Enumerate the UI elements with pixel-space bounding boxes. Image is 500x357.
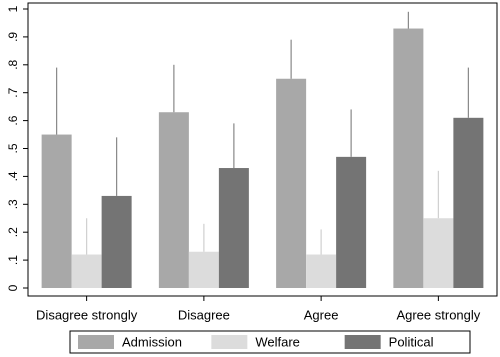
bar [101,195,132,288]
y-tick-label: .7 [6,87,20,97]
bar [423,218,454,288]
x-tick-label: Disagree [178,307,230,322]
x-tick-label: Agree [304,307,339,322]
x-tick-label: Agree strongly [396,307,480,322]
bar [41,134,72,288]
y-tick-label: .2 [6,227,20,237]
x-tick-label: Disagree strongly [36,307,138,322]
y-tick-label: .9 [6,32,20,42]
bar [306,254,337,288]
legend-swatch [344,335,381,349]
legend-label: Political [389,334,434,349]
bar [453,117,484,288]
bar [218,168,249,288]
y-tick-label: 0 [6,284,20,291]
legend-label: Admission [122,334,182,349]
bar [188,251,219,288]
bar [276,78,307,288]
y-tick-label: .4 [6,171,20,181]
legend-swatch [211,335,248,349]
bar [393,28,424,289]
bar [71,254,102,288]
plot-frame [27,2,498,297]
y-tick-label: .6 [6,115,20,125]
y-tick-label: 1 [6,5,20,12]
legend-swatch [78,335,114,349]
legend-label: Welfare [255,334,300,349]
bar [336,156,367,288]
y-tick-label: .8 [6,59,20,69]
bar [158,112,189,288]
y-tick-label: .5 [6,143,20,153]
y-tick-label: .3 [6,199,20,209]
y-tick-label: .1 [6,255,20,265]
